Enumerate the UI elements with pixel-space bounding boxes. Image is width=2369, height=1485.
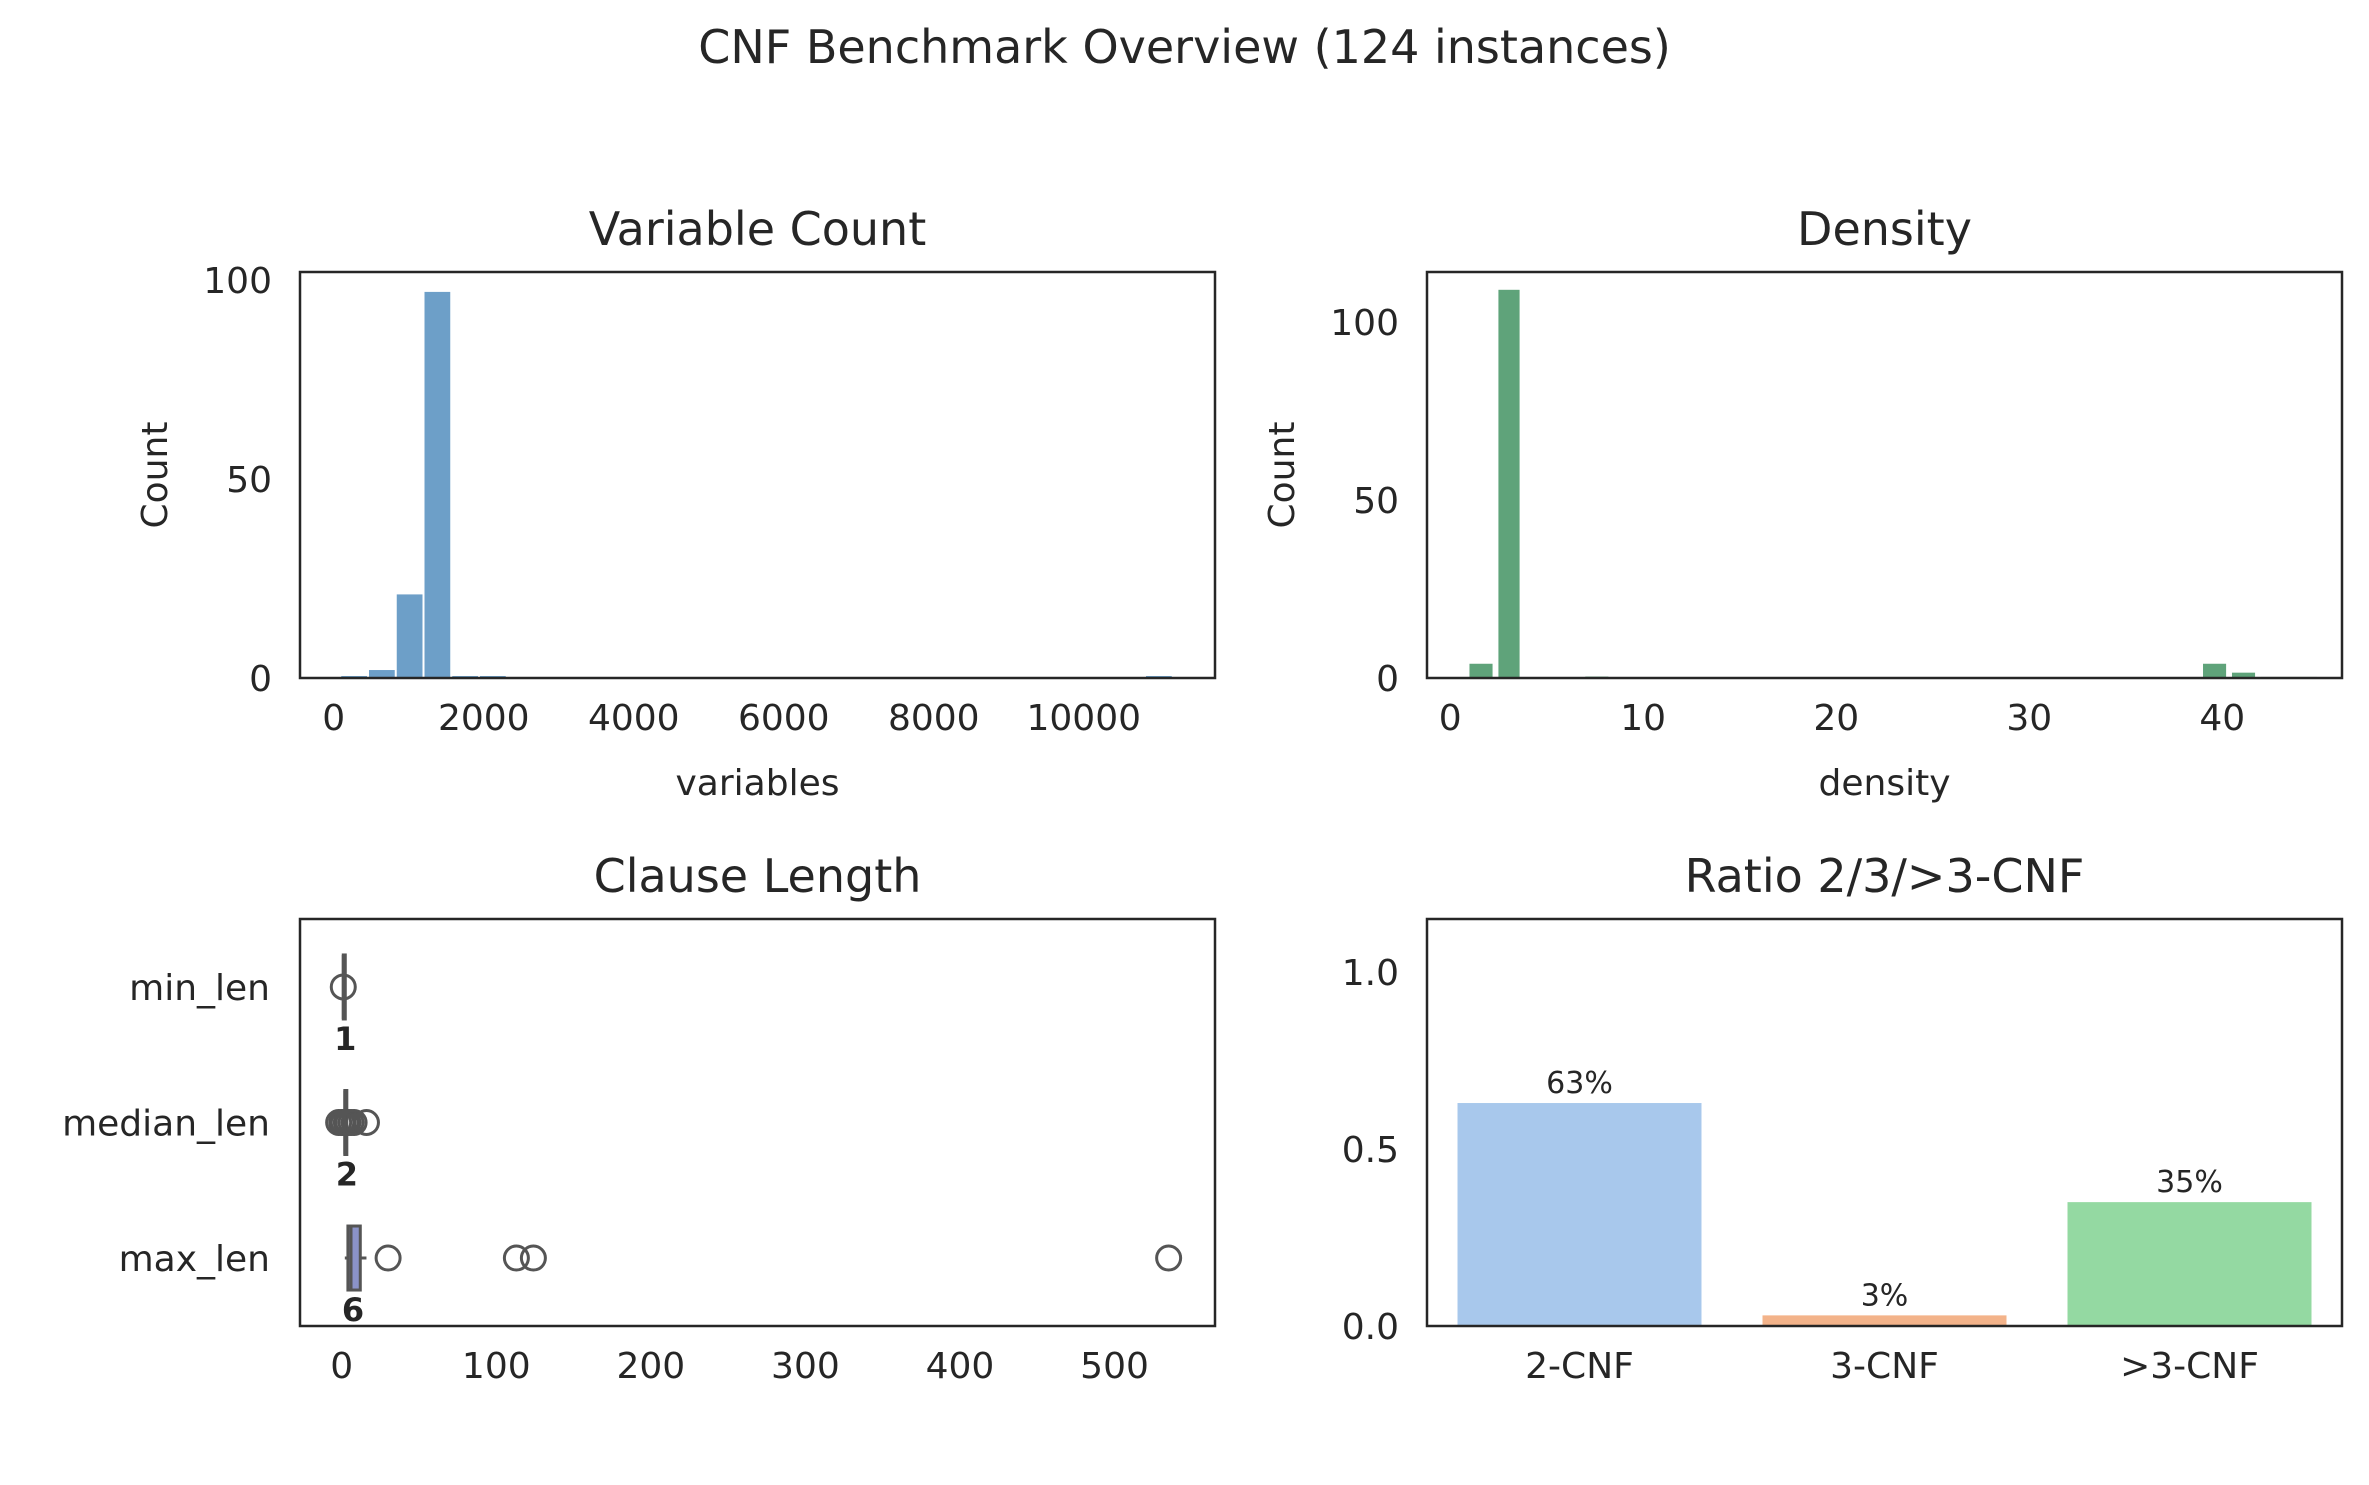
- plot-frame: [1425, 917, 2344, 1328]
- box-outlier-point: [519, 1244, 547, 1272]
- x-tick-label: 2-CNF: [1525, 1346, 1634, 1387]
- x-tick-label: 30: [2006, 698, 2052, 739]
- y-tick-label: 0: [1376, 659, 1399, 700]
- plot-frame: [1425, 270, 2344, 680]
- y-tick-label: 50: [1353, 481, 1399, 522]
- figure-title: CNF Benchmark Overview (124 instances): [698, 20, 1671, 74]
- y-tick-label: 100: [203, 261, 272, 302]
- box-outlier-point: [340, 1109, 368, 1136]
- x-tick-label: 500: [1080, 1346, 1149, 1387]
- x-tick-label: 4000: [588, 698, 680, 739]
- ratio-bar: [1762, 1315, 2007, 1326]
- x-axis-label: density: [1819, 763, 1951, 804]
- x-tick-label: 20: [1813, 698, 1859, 739]
- histogram-bar: [1498, 289, 1520, 678]
- x-tick-label: >3-CNF: [2120, 1346, 2259, 1387]
- ratio-bar: [2067, 1202, 2312, 1326]
- x-tick-label: 2000: [438, 698, 530, 739]
- y-tick-label: 50: [226, 460, 272, 501]
- x-tick-label: 0: [330, 1346, 353, 1387]
- x-tick-label: 400: [926, 1346, 995, 1387]
- subplot-title: Density: [1797, 202, 1972, 256]
- median-value-label: 1: [334, 1020, 356, 1058]
- x-tick-label: 3-CNF: [1830, 1346, 1939, 1387]
- box-outlier-point: [329, 973, 357, 1001]
- subplot-title: Ratio 2/3/>3-CNF: [1685, 849, 2085, 903]
- plot-frame: [298, 270, 1217, 680]
- bar-value-label: 35%: [2156, 1165, 2223, 1200]
- plot-frame: [298, 917, 1217, 1328]
- box-outlier-point: [1155, 1244, 1183, 1272]
- histogram-bar: [369, 670, 395, 678]
- y-tick-label: min_len: [129, 968, 270, 1009]
- histogram-bar: [2203, 663, 2227, 678]
- y-tick-label: 0.0: [1342, 1307, 1399, 1348]
- median-value-label: 6: [342, 1291, 364, 1329]
- x-tick-label: 10: [1620, 698, 1666, 739]
- bar-value-label: 63%: [1546, 1066, 1613, 1101]
- y-tick-label: 0: [249, 659, 272, 700]
- y-axis-label: Count: [1262, 422, 1303, 529]
- y-tick-label: 1.0: [1342, 953, 1399, 994]
- y-tick-label: 100: [1330, 303, 1399, 344]
- subplot-title: Variable Count: [589, 202, 926, 256]
- x-tick-label: 10000: [1026, 698, 1141, 739]
- box-outlier-point: [502, 1244, 530, 1272]
- x-tick-label: 40: [2199, 698, 2245, 739]
- x-tick-label: 200: [616, 1346, 685, 1387]
- y-tick-label: max_len: [119, 1239, 270, 1280]
- x-tick-label: 0: [1439, 698, 1462, 739]
- histogram-bar: [1469, 663, 1493, 678]
- box-outlier-point: [352, 1109, 380, 1136]
- y-tick-label: median_len: [62, 1104, 270, 1145]
- x-axis-label: variables: [676, 763, 840, 804]
- histogram-bar: [424, 291, 451, 678]
- y-tick-label: 0.5: [1342, 1130, 1399, 1171]
- histogram-bar: [396, 594, 423, 678]
- box-outlier-point: [374, 1244, 402, 1272]
- median-value-label: 2: [336, 1156, 358, 1194]
- x-tick-label: 6000: [738, 698, 830, 739]
- ratio-bar: [1457, 1103, 1702, 1326]
- bar-value-label: 3%: [1861, 1278, 1909, 1313]
- x-tick-label: 300: [771, 1346, 840, 1387]
- y-axis-label: Count: [135, 422, 176, 529]
- x-tick-label: 100: [462, 1346, 531, 1387]
- subplot-title: Clause Length: [594, 849, 922, 903]
- x-tick-label: 0: [322, 698, 345, 739]
- x-tick-label: 8000: [888, 698, 980, 739]
- histogram-bar: [2231, 672, 2256, 678]
